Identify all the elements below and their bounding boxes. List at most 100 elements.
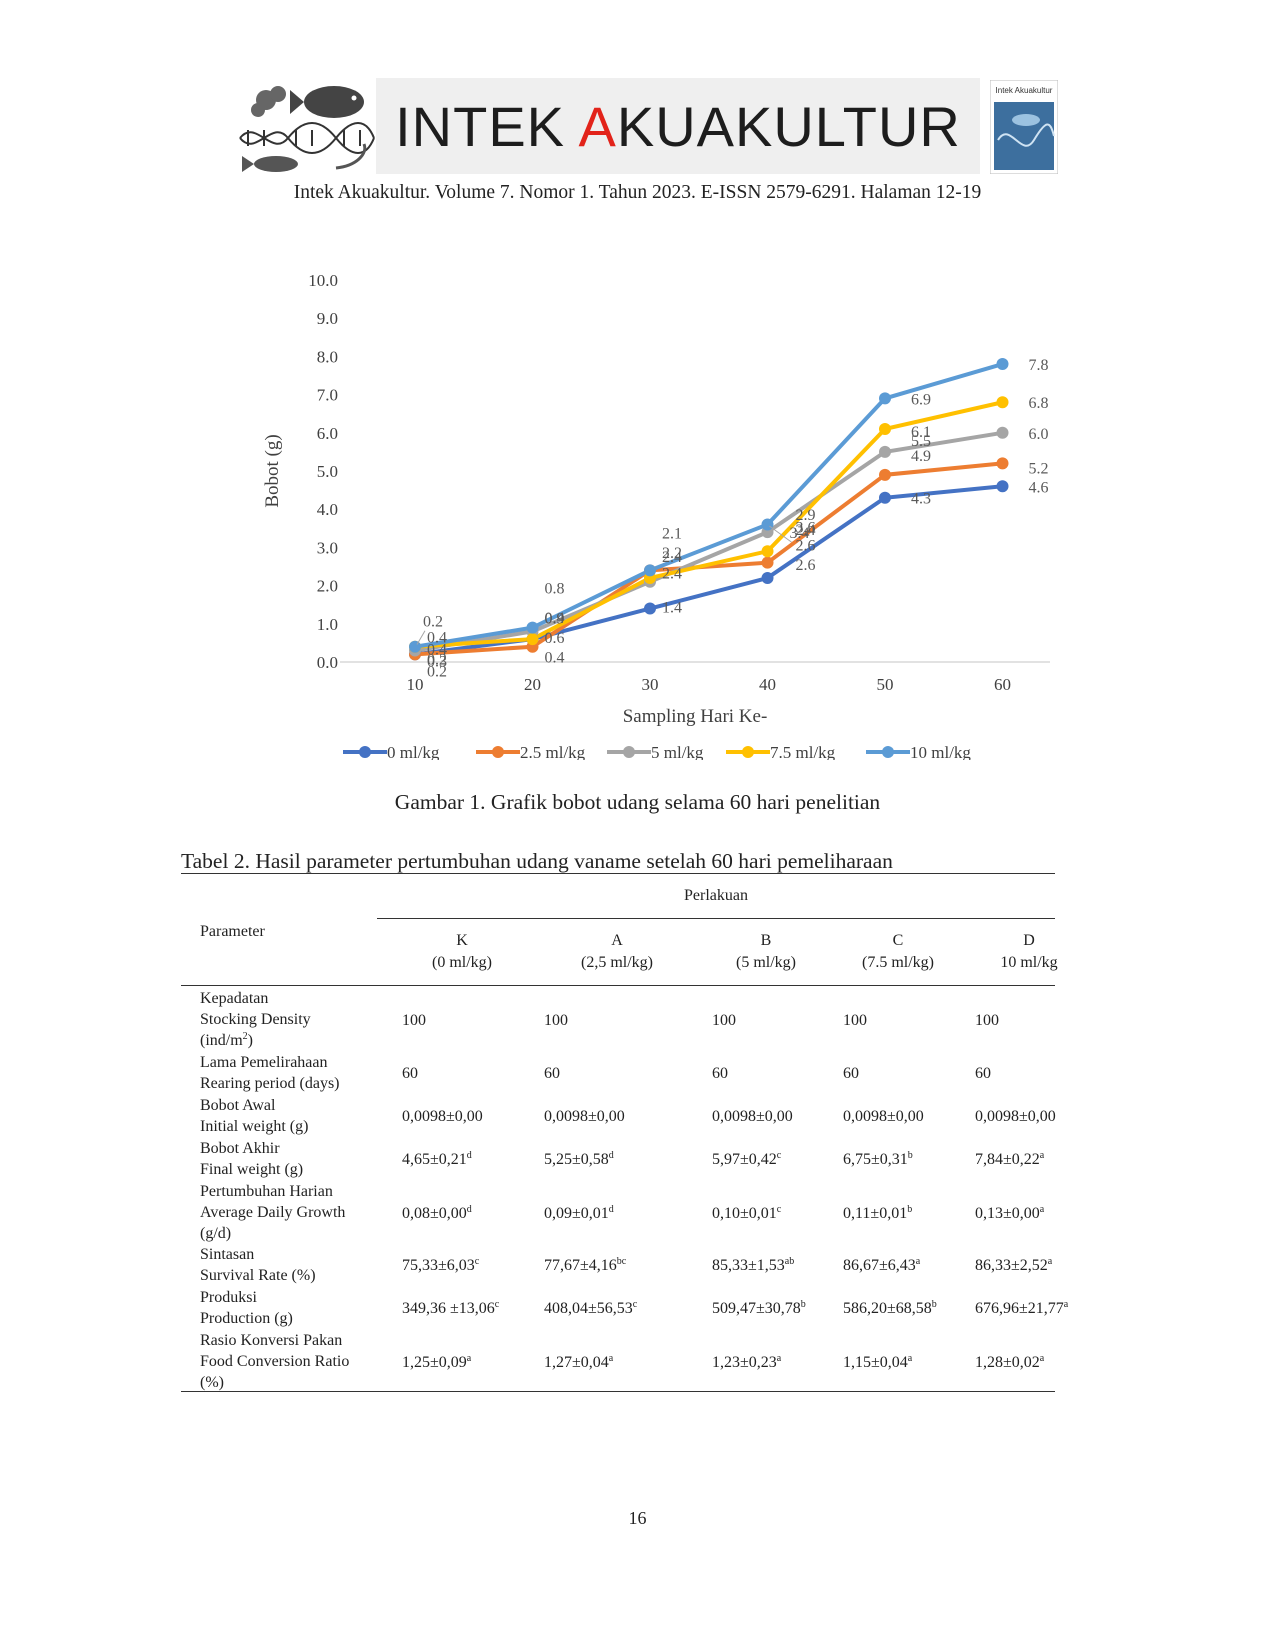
table-cell-value: 100 [843, 1010, 867, 1031]
significance-superscript: a [1039, 1352, 1045, 1364]
data-point [761, 518, 774, 531]
value-text: 60 [843, 1065, 859, 1082]
value-text: 7,84±0,22 [975, 1151, 1040, 1168]
parameter-name: Produksi Production (g) [200, 1287, 293, 1329]
series-line [414, 362, 1004, 649]
significance-superscript: bc [616, 1256, 627, 1267]
legend-marker [359, 746, 371, 758]
table-cell-value: 1,28±0,02a [975, 1352, 1044, 1373]
data-label: 2.6 [796, 538, 816, 555]
data-point [761, 571, 774, 584]
significance-superscript: d [466, 1203, 472, 1215]
value-text: 0,0098±0,00 [402, 1108, 483, 1125]
significance-superscript: a [1039, 1203, 1045, 1215]
table-cell-value: 60 [712, 1063, 728, 1084]
value-text: 509,47±30,78 [712, 1300, 801, 1317]
data-label: 0.4 [427, 630, 447, 647]
significance-superscript: a [1063, 1299, 1069, 1310]
y-tick-label: 6.0 [317, 424, 338, 443]
table-cell-value: 1,15±0,04a [843, 1352, 912, 1373]
data-point [879, 468, 891, 481]
value-text: 4,65±0,21 [402, 1151, 467, 1168]
banner-title-part1: INTEK [395, 94, 579, 158]
data-label: 6.1 [911, 424, 931, 441]
value-text: 60 [975, 1065, 991, 1082]
value-text: 85,33±1,53 [712, 1257, 785, 1274]
figure-caption: Gambar 1. Grafik bobot udang selama 60 h… [394, 790, 881, 814]
parameter-line: Food Conversion Ratio [200, 1353, 350, 1370]
legend-marker [623, 746, 635, 758]
significance-superscript: d [608, 1203, 614, 1215]
table-cell-value: 1,23±0,23a [712, 1352, 781, 1373]
data-label: 6.9 [911, 391, 931, 408]
series-line [414, 430, 1003, 653]
data-label: 0.4 [545, 610, 565, 627]
treatment-code-header: B [760, 932, 772, 949]
table-cell-value: 86,33±2,52a [975, 1255, 1052, 1276]
value-text: 0,0098±0,00 [712, 1108, 793, 1125]
data-point [996, 457, 1009, 470]
parameter-name: Rasio Konversi Pakan Food Conversion Rati… [200, 1330, 349, 1393]
y-tick-label: 0.0 [317, 653, 338, 672]
shrimp-icon [335, 143, 367, 170]
treatment-dose-header: (2,5 ml/kg) [581, 954, 653, 971]
parameter-name: Bobot Akhir Final weight (g) [200, 1138, 303, 1180]
x-tick-label: 40 [759, 675, 776, 694]
x-axis-title: Sampling Hari Ke- [623, 706, 768, 727]
parameter-line: Kepadatan [200, 990, 269, 1007]
data-point [644, 564, 656, 577]
y-tick-label: 7.0 [317, 386, 338, 405]
significance-superscript: c [474, 1256, 480, 1267]
significance-superscript: b [907, 1203, 913, 1215]
value-text: 60 [402, 1065, 418, 1082]
parameter-line: (g/d) [200, 1225, 232, 1242]
data-label: 1.4 [662, 600, 682, 617]
table-cell-value: 0,13±0,00a [975, 1203, 1044, 1224]
table-cell-value: 0,0098±0,00 [712, 1106, 793, 1127]
significance-superscript: b [931, 1299, 937, 1310]
value-text: 0,0098±0,00 [843, 1108, 924, 1125]
banner-decoration-image [239, 86, 375, 172]
treatment-dose-header: 10 ml/kg [1000, 954, 1058, 971]
data-point [996, 426, 1009, 439]
significance-superscript: d [466, 1150, 472, 1161]
parameter-line: Rearing period (days) [200, 1075, 340, 1092]
data-label: 0.4 [545, 650, 565, 667]
value-text: 349,36 ±13,06 [402, 1300, 495, 1317]
y-tick-label: 10.0 [308, 271, 338, 290]
parameter-name: Lama Pemelirahaan Rearing period (days) [200, 1052, 340, 1094]
treatment-code-header: D [1023, 932, 1035, 949]
x-tick-label: 30 [642, 675, 659, 694]
data-point [526, 621, 539, 634]
parameter-line: Survival Rate (%) [200, 1267, 316, 1284]
data-point [761, 556, 774, 569]
legend-marker [882, 746, 894, 758]
significance-superscript: a [1039, 1150, 1045, 1161]
y-axis-title: Bobot (g) [262, 434, 283, 507]
small-fish-icon [242, 156, 298, 172]
y-tick-label: 4.0 [317, 500, 338, 519]
data-label: 3.6 [796, 519, 816, 536]
banner-title-accent: A [578, 94, 617, 158]
legend-entry: 0 ml/kg [387, 743, 440, 760]
parameter-line: Sintasan [200, 1246, 255, 1263]
data-label: 2.6 [796, 557, 816, 574]
weight-line-chart: 0.0 1.0 2.0 3.0 4.0 5.0 6.0 7.0 8.0 9.0 10.0 10 20 30… [262, 271, 1050, 760]
value-text: 86,67±6,43 [843, 1257, 916, 1274]
parameter-line: Final weight (g) [200, 1161, 304, 1178]
parameter-line: Average Daily Growth [200, 1204, 346, 1221]
value-text: 100 [544, 1011, 568, 1029]
significance-superscript: a [608, 1352, 614, 1364]
page-number: 16 [628, 1508, 647, 1528]
table-cell-value: 5,97±0,42c [712, 1149, 781, 1170]
parameter-line: (%) [200, 1374, 224, 1391]
table-cell-value: 0,09±0,01d [544, 1203, 614, 1224]
table-cell-value: 100 [975, 1010, 999, 1031]
value-text: 60 [544, 1065, 560, 1082]
table-cell-value: 0,0098±0,00 [402, 1106, 483, 1127]
value-text: 0,0098±0,00 [544, 1108, 625, 1125]
y-tick-label: 2.0 [317, 577, 338, 596]
data-point [996, 358, 1009, 371]
data-point [526, 633, 539, 646]
table-cell-value: 86,67±6,43a [843, 1255, 920, 1276]
